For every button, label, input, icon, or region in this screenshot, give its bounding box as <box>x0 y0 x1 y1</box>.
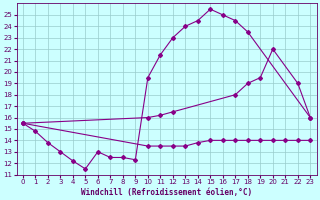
X-axis label: Windchill (Refroidissement éolien,°C): Windchill (Refroidissement éolien,°C) <box>81 188 252 197</box>
